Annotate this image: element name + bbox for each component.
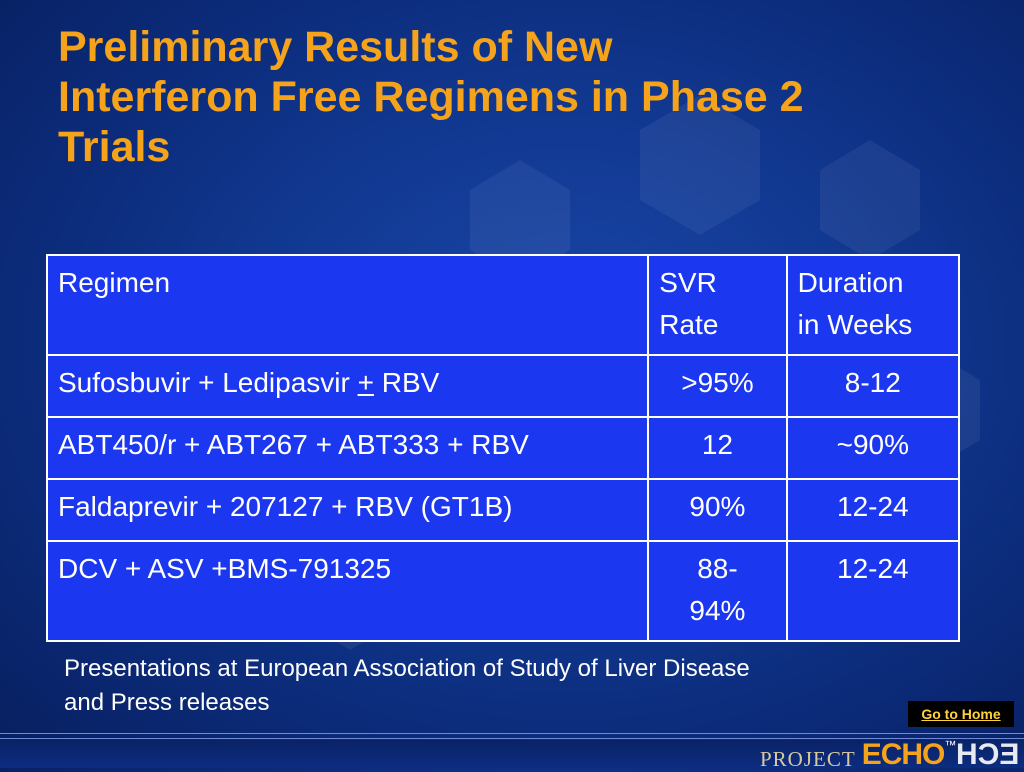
header-svr-rate: SVR Rate bbox=[647, 254, 788, 356]
footer-band bbox=[0, 740, 1024, 768]
header-regimen-label: Regimen bbox=[58, 267, 171, 298]
svr-line1: 88- bbox=[697, 553, 738, 584]
title-line-3: Trials bbox=[58, 123, 171, 171]
logo-echo-text: ECHO bbox=[861, 738, 946, 771]
duration-cell: 12-24 bbox=[785, 478, 961, 542]
regimen-cell: Sufosbuvir + Ledipasvir + RBV bbox=[45, 354, 650, 418]
table-header-row: Regimen SVR Rate Duration in Weeks bbox=[45, 254, 961, 356]
header-duration-line2: in Weeks bbox=[797, 309, 913, 340]
svr-cell: 12 bbox=[647, 416, 788, 480]
table-row: ABT450/r + ABT267 + ABT333 + RBV 12 ~90% bbox=[45, 416, 961, 480]
regimen-cell: ABT450/r + ABT267 + ABT333 + RBV bbox=[45, 416, 650, 480]
title-line-1: Preliminary Results of New bbox=[58, 23, 613, 71]
slide-title: Preliminary Results of New Interferon Fr… bbox=[58, 22, 988, 172]
regimen-text-b: RBV bbox=[373, 367, 440, 398]
logo-echo-mirror: ECH bbox=[956, 738, 1020, 771]
header-duration-line1: Duration bbox=[797, 267, 904, 298]
footer-divider bbox=[0, 738, 1024, 739]
header-svr-line2: Rate bbox=[659, 309, 719, 340]
regimen-cell: DCV + ASV +BMS-791325 bbox=[45, 540, 650, 642]
table-row: Faldaprevir + 207127 + RBV (GT1B) 90% 12… bbox=[45, 478, 961, 542]
go-to-home-button[interactable]: Go to Home bbox=[908, 701, 1014, 727]
plus-minus-sign: + bbox=[357, 367, 374, 398]
svr-line2: 94% bbox=[689, 595, 746, 626]
header-duration: Duration in Weeks bbox=[785, 254, 961, 356]
regimen-text-a: Sufosbuvir + Ledipasvir bbox=[58, 367, 358, 398]
duration-cell: ~90% bbox=[785, 416, 961, 480]
title-line-2: Interferon Free Regimens in Phase 2 bbox=[58, 73, 804, 121]
header-regimen: Regimen bbox=[45, 254, 650, 356]
table-row: Sufosbuvir + Ledipasvir + RBV >95% 8-12 bbox=[45, 354, 961, 418]
svr-cell: 88- 94% bbox=[647, 540, 788, 642]
footer-divider bbox=[0, 733, 1024, 734]
header-svr-line1: SVR bbox=[659, 267, 717, 298]
table-row: DCV + ASV +BMS-791325 88- 94% 12-24 bbox=[45, 540, 961, 642]
svr-cell: >95% bbox=[647, 354, 788, 418]
svr-cell: 90% bbox=[647, 478, 788, 542]
results-table: Regimen SVR Rate Duration in Weeks Sufosbu… bbox=[45, 254, 961, 642]
source-note: Presentations at European Association of… bbox=[64, 652, 904, 720]
logo-trademark: ™ bbox=[944, 738, 957, 752]
project-echo-logo: PROJECT ECHO™ECH bbox=[760, 738, 1020, 771]
source-line-2: and Press releases bbox=[64, 689, 270, 716]
duration-cell: 12-24 bbox=[785, 540, 961, 642]
regimen-cell: Faldaprevir + 207127 + RBV (GT1B) bbox=[45, 478, 650, 542]
logo-project-text: PROJECT bbox=[760, 747, 856, 771]
duration-cell: 8-12 bbox=[785, 354, 961, 418]
source-line-1: Presentations at European Association of… bbox=[64, 655, 750, 682]
